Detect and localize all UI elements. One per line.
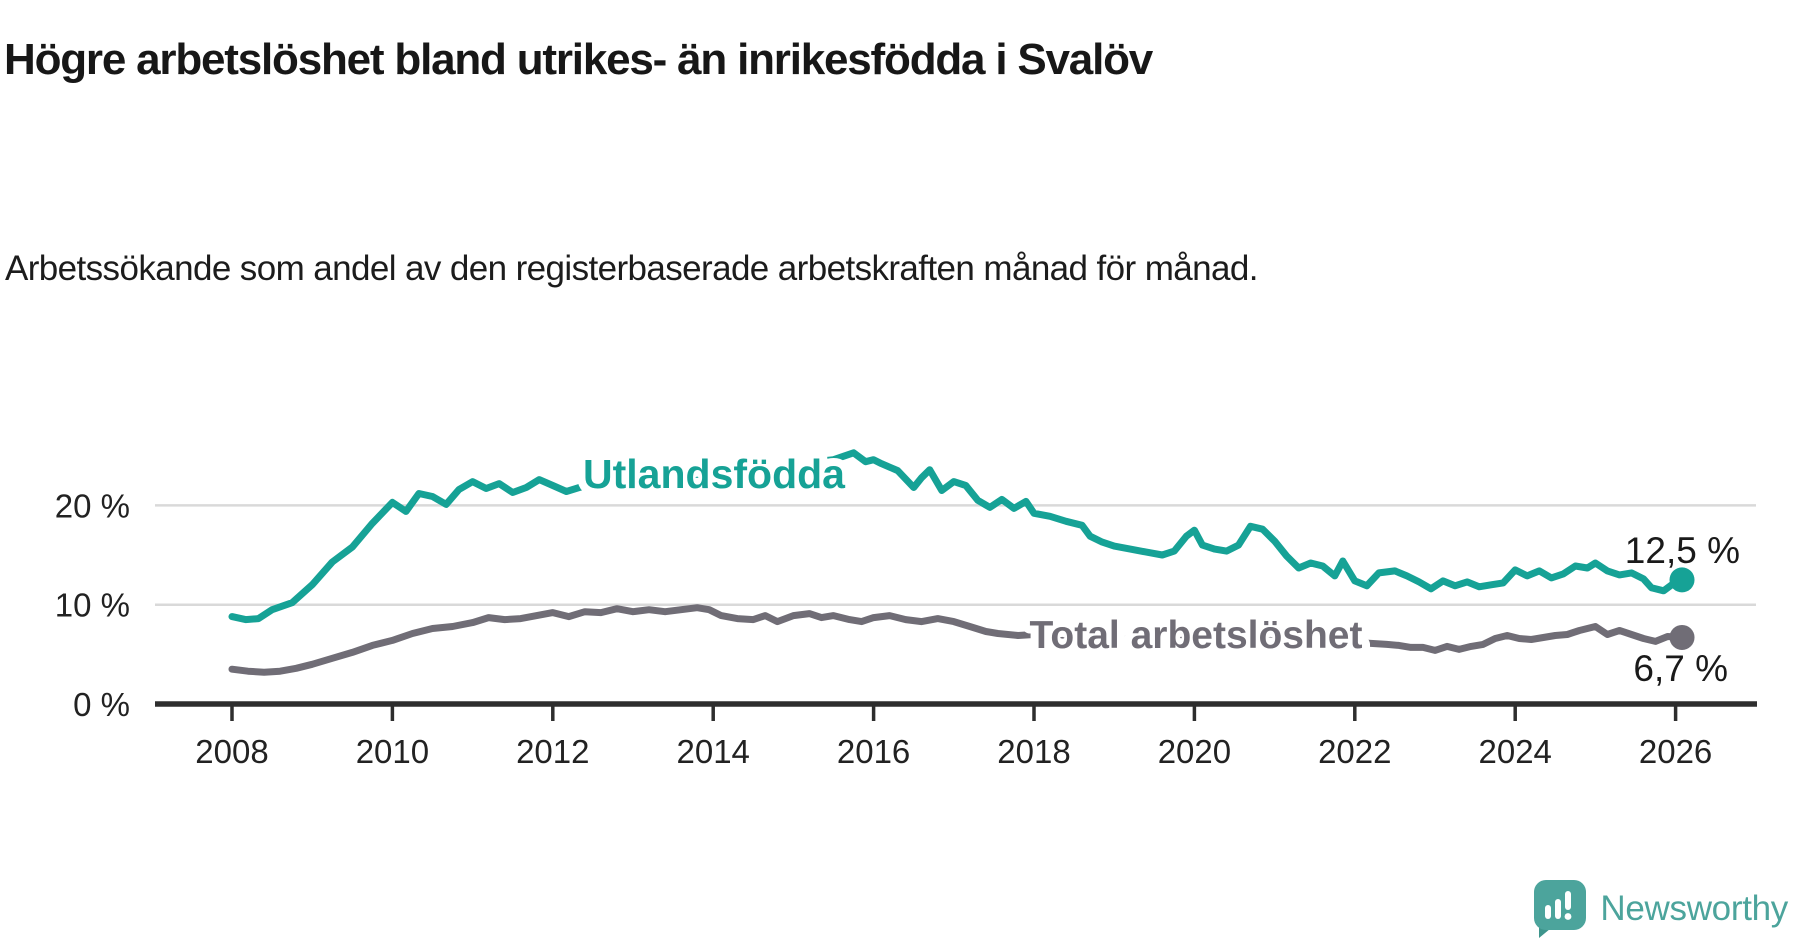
gridlines <box>155 504 1756 606</box>
x-tick-label: 2026 <box>1639 733 1712 770</box>
x-tick-label: 2016 <box>837 733 910 770</box>
page-title: Högre arbetslöshet bland utrikes- än inr… <box>4 35 1153 85</box>
end-value-total: 6,7 % <box>1633 648 1728 689</box>
y-tick-label: 0 % <box>73 686 130 723</box>
y-tick-label: 10 % <box>55 587 130 624</box>
x-tick-label: 2012 <box>516 733 589 770</box>
newsworthy-logo[interactable]: Newsworthy <box>1532 878 1788 940</box>
series-line-utlandsfodda <box>228 449 1686 624</box>
x-axis: 2008 2010 2012 2014 2016 2018 2020 2022 2024 2026… <box>55 487 1757 770</box>
x-tick-label: 2020 <box>1158 733 1231 770</box>
x-tick-label: 2010 <box>356 733 429 770</box>
newsworthy-wordmark: Newsworthy <box>1600 889 1788 928</box>
newsworthy-icon <box>1534 880 1587 938</box>
x-tick-label: 2008 <box>195 733 268 770</box>
x-tick-label: 2018 <box>997 733 1070 770</box>
series-label-utlandsfodda: Utlandsfödda <box>583 451 846 497</box>
x-tick-label: 2024 <box>1478 733 1551 770</box>
chart-subtitle: Arbetssökande som andel av den registerb… <box>5 249 1258 288</box>
x-tick-label: 2014 <box>676 733 749 770</box>
series-label-total: Total arbetslöshet <box>1029 614 1362 657</box>
series-line-total <box>228 604 1686 676</box>
y-tick-label: 20 % <box>55 487 130 524</box>
series-end-dot-utlandsfodda <box>1669 567 1695 593</box>
x-tick-label: 2022 <box>1318 733 1391 770</box>
end-value-utlandsfodda: 12,5 % <box>1625 530 1740 571</box>
series-lines <box>228 449 1695 676</box>
chart-labels: Utlandsfödda Total arbetslöshet 12,5 % 6,7 … <box>575 443 1740 689</box>
series-end-dot-total <box>1669 624 1695 650</box>
